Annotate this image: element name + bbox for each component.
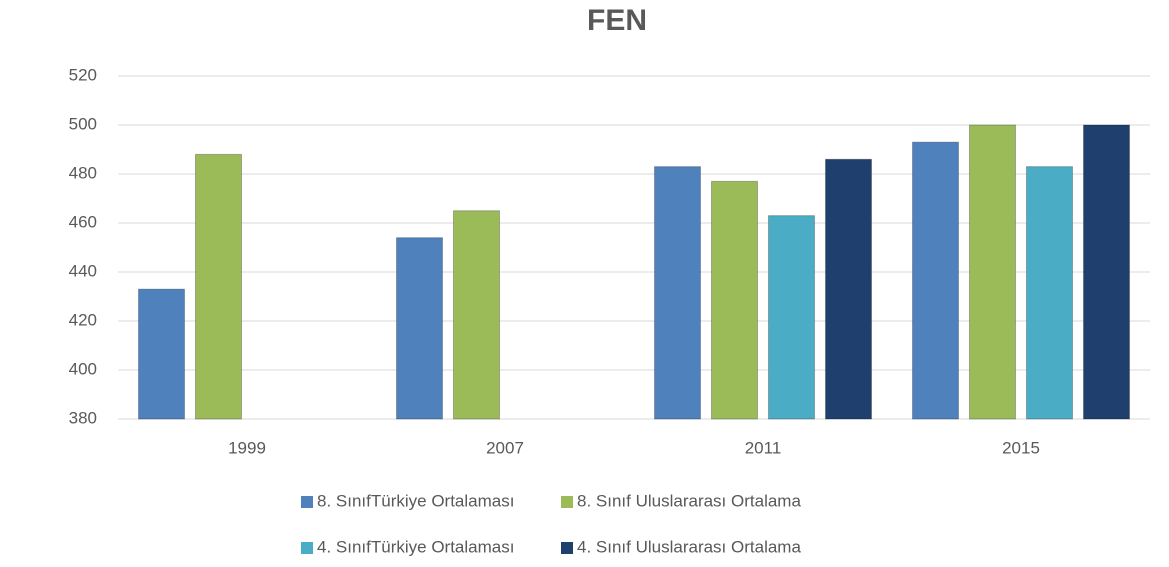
legend-label: 4. SınıfTürkiye Ortalaması bbox=[317, 537, 514, 556]
y-tick-label: 420 bbox=[69, 310, 97, 329]
chart-title: FEN bbox=[587, 4, 647, 37]
y-tick-label: 440 bbox=[69, 261, 97, 280]
legend-swatch bbox=[561, 542, 573, 554]
x-tick-label: 2007 bbox=[486, 438, 524, 457]
legend-label: 4. Sınıf Uluslararası Ortalama bbox=[577, 537, 801, 556]
y-tick-label: 520 bbox=[69, 65, 97, 84]
x-tick-label: 2015 bbox=[1002, 438, 1040, 457]
legend-swatch bbox=[561, 496, 573, 508]
y-tick-label: 400 bbox=[69, 359, 97, 378]
bar bbox=[768, 215, 815, 420]
bar bbox=[825, 158, 872, 420]
y-tick-label: 460 bbox=[69, 212, 97, 231]
y-tick-label: 500 bbox=[69, 114, 97, 133]
y-tick-label: 380 bbox=[69, 408, 97, 427]
bar bbox=[654, 166, 701, 420]
bar bbox=[1026, 166, 1073, 420]
legend-swatch bbox=[301, 542, 313, 554]
bar bbox=[969, 124, 1016, 420]
bar bbox=[195, 153, 242, 420]
legend-label: 8. Sınıf Uluslararası Ortalama bbox=[577, 491, 801, 510]
bar bbox=[711, 180, 758, 420]
legend-swatch bbox=[301, 496, 313, 508]
legend-label: 8. SınıfTürkiye Ortalaması bbox=[317, 491, 514, 510]
bar bbox=[1083, 124, 1130, 420]
x-tick-label: 2011 bbox=[745, 438, 782, 457]
x-tick-label: 1999 bbox=[228, 438, 266, 457]
bar bbox=[453, 210, 500, 420]
y-tick-label: 480 bbox=[69, 163, 97, 182]
bar bbox=[138, 288, 185, 420]
bar bbox=[912, 141, 959, 420]
bar bbox=[396, 237, 443, 420]
